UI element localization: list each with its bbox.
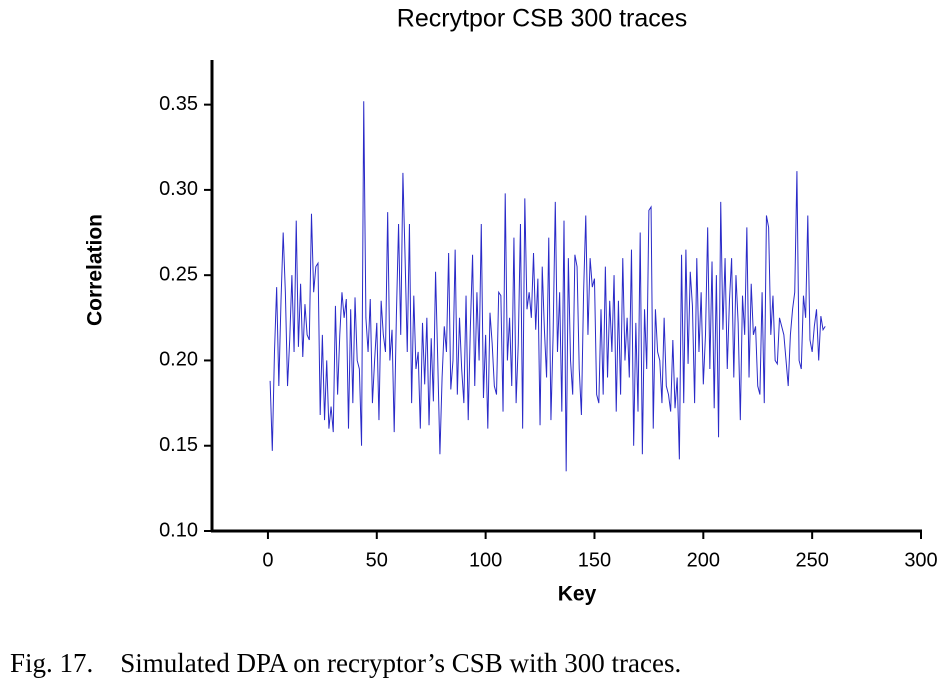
x-tick-label: 100 <box>469 549 502 571</box>
x-axis-label: Key <box>558 583 597 606</box>
y-tick-label: 0.10 <box>159 519 198 541</box>
chart-title: Recrytpor CSB 300 traces <box>397 5 687 33</box>
caption: Fig. 17. Simulated DPA on recryptor’s CS… <box>10 648 681 678</box>
x-tick-label: 200 <box>687 549 720 571</box>
data-line <box>269 101 826 472</box>
x-tick-label: 0 <box>262 549 273 571</box>
y-tick-label: 0.30 <box>159 178 198 200</box>
x-tick-label: 300 <box>904 549 937 571</box>
y-tick-label: 0.25 <box>159 263 198 285</box>
y-axis-label: Correlation <box>84 214 107 326</box>
x-tick-label: 250 <box>795 549 828 571</box>
x-tick-label: 50 <box>366 549 388 571</box>
y-tick-label: 0.15 <box>159 434 198 456</box>
x-tick-label: 150 <box>578 549 611 571</box>
y-tick-label: 0.20 <box>159 349 198 371</box>
y-tick-label: 0.35 <box>159 93 198 115</box>
